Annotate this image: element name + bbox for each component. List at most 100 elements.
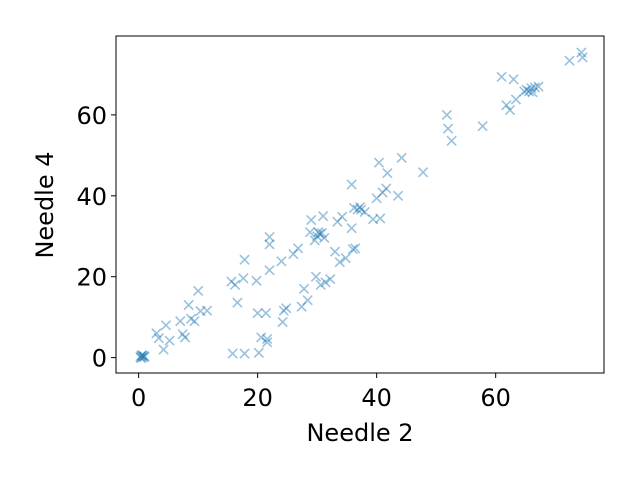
- data-point: [177, 328, 188, 340]
- data-point: [153, 333, 165, 344]
- data-point: [381, 183, 392, 194]
- data-point: [239, 348, 250, 359]
- data-point: [377, 187, 388, 198]
- y-tick-label: 40: [76, 183, 107, 211]
- data-point: [253, 347, 264, 358]
- data-point: [185, 313, 197, 324]
- data-point: [304, 227, 316, 238]
- data-point: [336, 211, 348, 223]
- data-point: [320, 277, 331, 288]
- data-point: [227, 348, 238, 359]
- data-point: [264, 231, 275, 243]
- y-tick-label: 0: [92, 345, 107, 373]
- data-point: [319, 232, 330, 244]
- data-point: [195, 305, 206, 317]
- data-point: [179, 332, 191, 343]
- data-point: [325, 273, 336, 285]
- x-tick-label: 0: [131, 384, 146, 412]
- data-point: [564, 55, 575, 66]
- data-point: [508, 74, 519, 85]
- data-point: [164, 335, 175, 346]
- data-point: [375, 213, 386, 224]
- data-point: [347, 244, 359, 255]
- plot-area-frame: [115, 35, 605, 374]
- data-point: [296, 301, 307, 312]
- data-point: [302, 295, 313, 306]
- data-point: [135, 352, 147, 364]
- data-point: [533, 81, 544, 92]
- data-point: [281, 303, 292, 314]
- data-point: [523, 86, 535, 97]
- x-axis-label: Needle 2: [306, 419, 413, 447]
- data-point: [354, 201, 366, 213]
- data-point: [317, 210, 329, 222]
- data-point: [367, 214, 379, 225]
- data-point: [309, 235, 320, 246]
- data-point: [135, 351, 146, 362]
- x-tick-label: 20: [242, 384, 273, 412]
- data-point: [346, 223, 357, 234]
- data-point: [256, 332, 267, 343]
- data-point: [229, 279, 241, 290]
- data-point: [417, 167, 429, 178]
- data-point: [261, 337, 273, 348]
- data-point: [496, 71, 507, 83]
- data-point: [477, 121, 488, 132]
- data-point: [137, 350, 148, 361]
- data-point: [526, 83, 537, 94]
- data-point: [442, 123, 454, 134]
- data-point: [201, 305, 213, 316]
- data-point: [371, 193, 382, 204]
- data-point: [292, 243, 304, 254]
- data-point: [332, 216, 343, 227]
- data-point: [501, 100, 512, 111]
- y-tick-label: 60: [76, 102, 107, 130]
- data-point: [446, 135, 457, 146]
- x-tick-label: 60: [480, 384, 511, 412]
- data-point: [356, 204, 367, 215]
- data-point: [306, 214, 317, 226]
- data-point: [316, 227, 328, 239]
- data-point: [382, 167, 393, 179]
- data-point: [264, 265, 275, 276]
- data-point: [311, 231, 323, 242]
- data-point: [529, 82, 541, 93]
- data-point: [151, 328, 162, 339]
- data-point: [527, 87, 538, 98]
- data-point: [504, 104, 516, 116]
- data-point: [251, 275, 262, 286]
- data-point: [232, 297, 243, 308]
- data-point: [278, 305, 289, 316]
- data-point: [175, 316, 186, 327]
- data-point: [352, 204, 363, 215]
- data-point: [521, 84, 532, 95]
- data-point: [226, 276, 237, 287]
- data-point: [510, 94, 522, 105]
- data-point: [136, 350, 147, 361]
- data-point: [310, 271, 322, 282]
- data-point: [183, 299, 194, 311]
- x-axis-ticks: 0 20 40 60: [131, 373, 511, 412]
- x-tick-label: 40: [361, 384, 392, 412]
- data-point: [576, 47, 587, 58]
- data-point: [238, 273, 249, 284]
- scatter-markers: [135, 47, 588, 364]
- data-point: [346, 179, 357, 190]
- data-point: [277, 316, 288, 328]
- data-point: [396, 152, 407, 163]
- data-point: [519, 86, 530, 97]
- data-point: [334, 256, 345, 268]
- data-point: [350, 243, 361, 254]
- data-point: [392, 190, 404, 201]
- y-axis-label: Needle 4: [31, 151, 59, 258]
- data-point: [373, 157, 385, 168]
- data-point: [288, 248, 299, 260]
- y-tick-label: 20: [76, 264, 107, 292]
- data-point: [577, 52, 588, 63]
- data-point: [138, 350, 150, 362]
- data-point: [189, 316, 200, 327]
- data-point: [315, 279, 326, 290]
- data-point: [252, 307, 263, 319]
